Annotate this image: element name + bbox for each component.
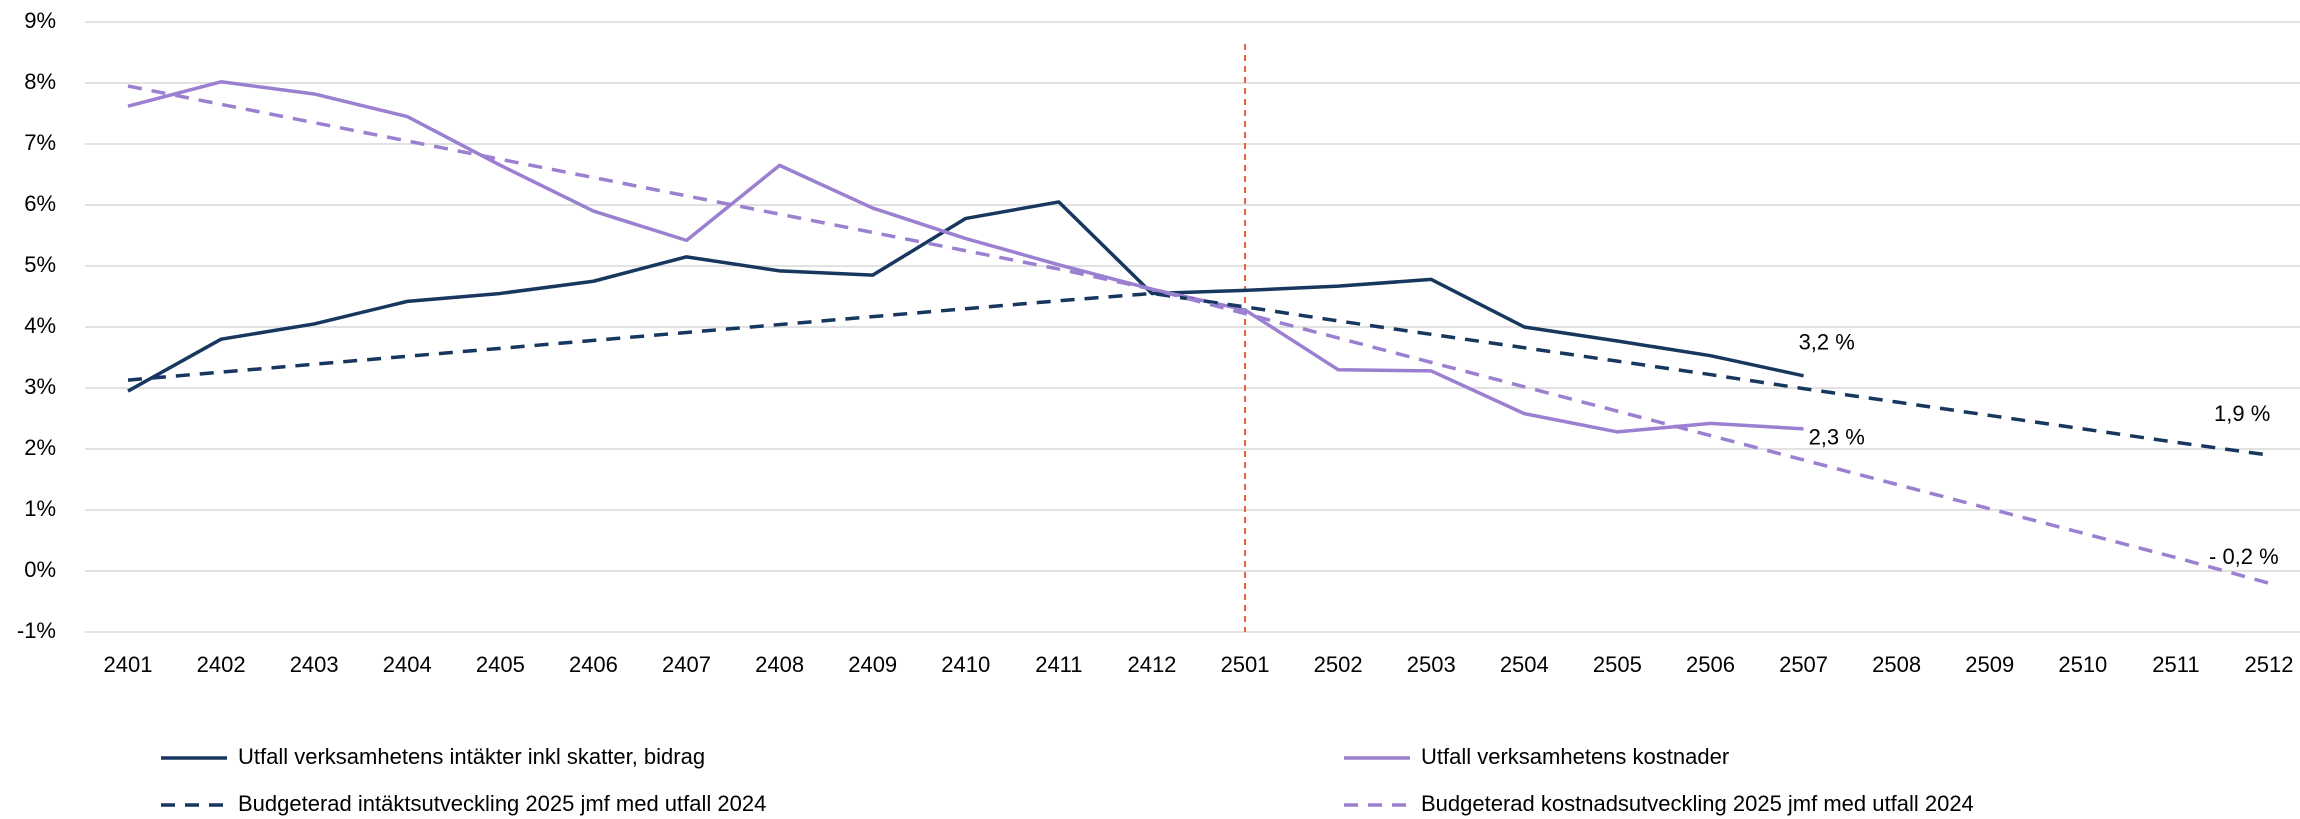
x-tick-label: 2511 — [2152, 652, 2199, 677]
y-tick-label: 5% — [24, 252, 56, 277]
y-tick-label: 4% — [24, 313, 56, 338]
y-tick-label: 8% — [24, 69, 56, 94]
x-tick-label: 2501 — [1221, 652, 1270, 677]
legend-label: Budgeterad intäktsutveckling 2025 jmf me… — [238, 791, 766, 816]
series-line — [127, 84, 2270, 585]
legend-label: Utfall verksamhetens kostnader — [1421, 744, 1729, 769]
x-tick-label: 2409 — [848, 652, 897, 677]
x-tick-label: 2509 — [1965, 652, 2014, 677]
series-line — [127, 80, 1804, 434]
x-tick-label: 2510 — [2058, 652, 2107, 677]
y-tick-label: 1% — [24, 496, 56, 521]
data-label: 2,3 % — [1809, 425, 1865, 450]
x-tick-label: 2505 — [1593, 652, 1642, 677]
x-tick-label: 2512 — [2245, 652, 2294, 677]
legend-label: Utfall verksamhetens intäkter inkl skatt… — [238, 744, 705, 769]
data-label: 3,2 % — [1799, 330, 1855, 355]
x-tick-label: 2402 — [197, 652, 246, 677]
y-tick-label: 9% — [24, 8, 56, 33]
y-tick-label: 3% — [24, 374, 56, 399]
x-tick-label: 2504 — [1500, 652, 1549, 677]
x-tick-label: 2405 — [476, 652, 525, 677]
y-tick-label: 0% — [24, 557, 56, 582]
x-tick-label: 2401 — [104, 652, 153, 677]
x-tick-label: 2412 — [1127, 652, 1176, 677]
x-tick-label: 2411 — [1035, 652, 1082, 677]
x-tick-label: 2407 — [662, 652, 711, 677]
x-tick-label: 2406 — [569, 652, 618, 677]
y-tick-label: 2% — [24, 435, 56, 460]
y-tick-label: 6% — [24, 191, 56, 216]
data-label: - 0,2 % — [2209, 544, 2279, 569]
x-tick-label: 2404 — [383, 652, 432, 677]
x-tick-label: 2403 — [290, 652, 339, 677]
x-tick-label: 2410 — [941, 652, 990, 677]
y-tick-label: 7% — [24, 130, 56, 155]
x-tick-label: 2508 — [1872, 652, 1921, 677]
series-line — [127, 200, 1804, 393]
series-line — [127, 291, 2270, 457]
legend-label: Budgeterad kostnadsutveckling 2025 jmf m… — [1421, 791, 1974, 816]
x-tick-label: 2506 — [1686, 652, 1735, 677]
data-label: 1,9 % — [2214, 401, 2270, 426]
x-tick-label: 2503 — [1407, 652, 1456, 677]
x-tick-label: 2507 — [1779, 652, 1828, 677]
x-tick-label: 2502 — [1314, 652, 1363, 677]
x-tick-label: 2408 — [755, 652, 804, 677]
y-tick-label: -1% — [17, 618, 56, 643]
